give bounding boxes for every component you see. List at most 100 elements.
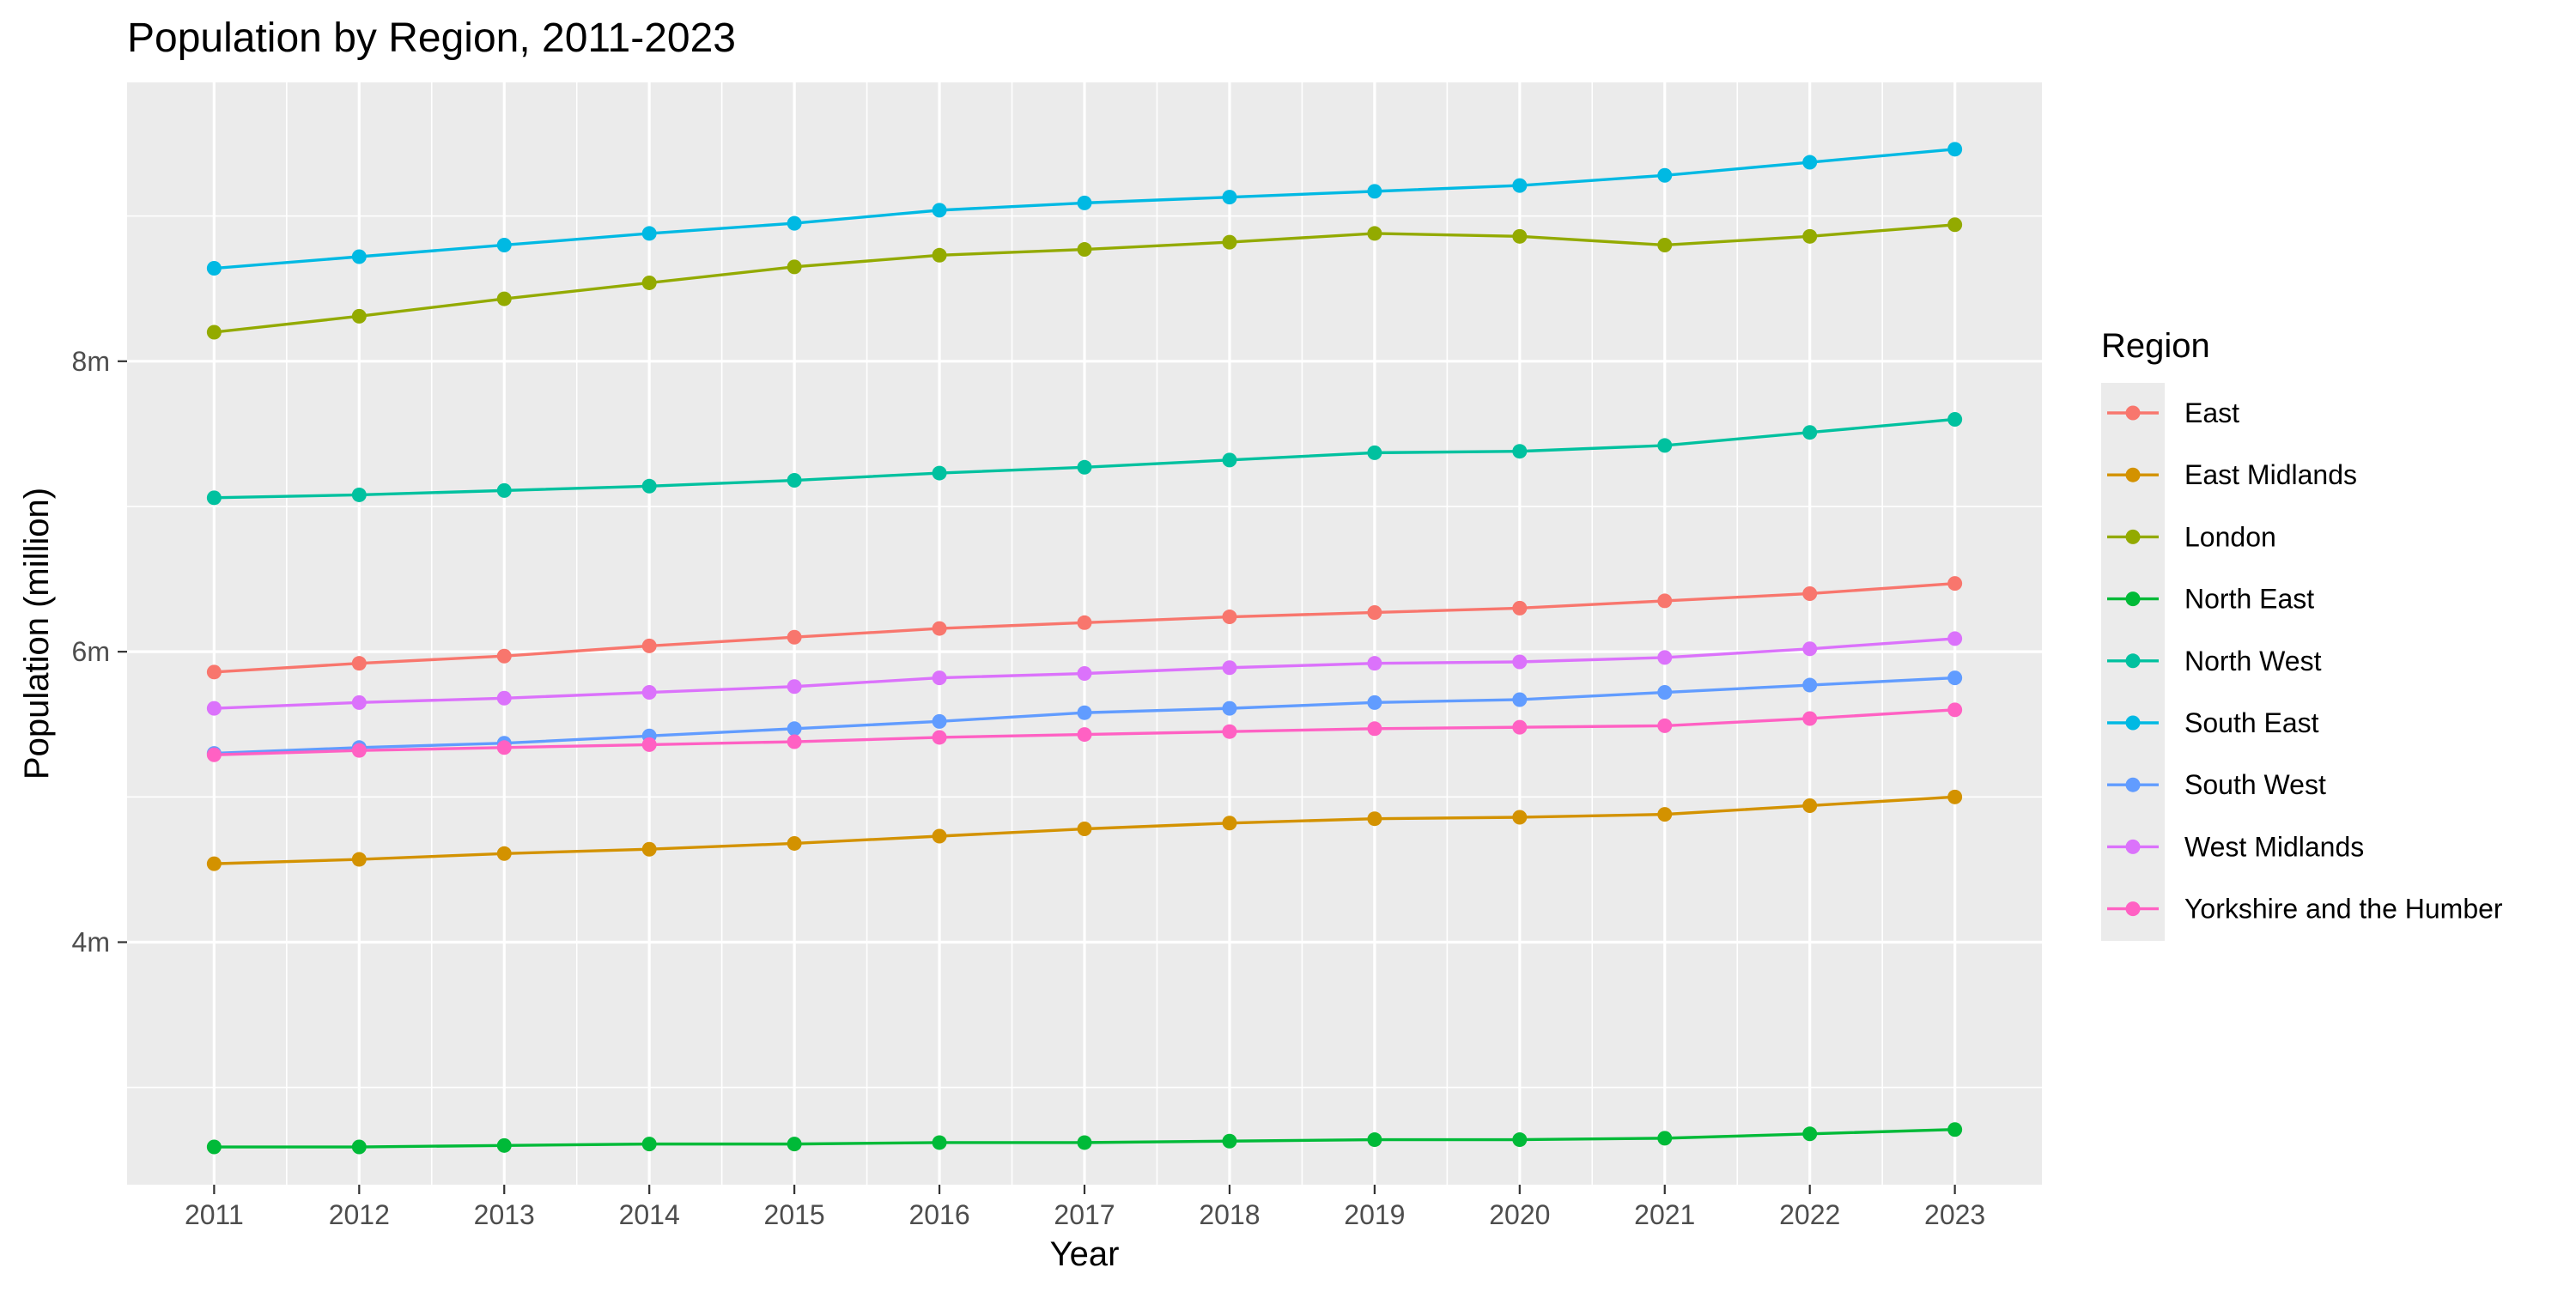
data-point [1222,610,1237,625]
data-point [1077,242,1092,258]
y-tick-label: 6m [72,636,110,667]
data-point [1367,226,1382,241]
data-point [1802,711,1818,726]
data-point [351,308,367,324]
data-point [1657,650,1673,665]
legend-label: North West [2184,646,2322,676]
legend-item: East [2107,397,2239,428]
legend-key-point [2125,405,2141,421]
data-point [496,291,512,306]
y-axis: 4m 6m 8m [72,346,127,957]
data-point [206,701,222,716]
legend-item: East Midlands [2107,459,2357,490]
data-point [1657,237,1673,252]
data-point [351,487,367,502]
data-point [206,325,222,340]
data-point [932,621,947,636]
data-point [1222,452,1237,468]
legend-label: South West [2184,769,2326,800]
data-point [787,629,802,645]
data-point [1367,184,1382,199]
x-tick-label: 2019 [1344,1199,1405,1230]
data-point [1947,702,1963,718]
data-point [1657,167,1673,183]
data-point [932,713,947,729]
x-tick-label: 2021 [1634,1199,1695,1230]
legend-key-point [2125,715,2141,731]
data-point [641,638,657,653]
data-point [1077,822,1092,837]
data-point [1367,445,1382,460]
chart-title: Population by Region, 2011-2023 [127,15,736,61]
data-point [496,237,512,252]
data-point [1947,670,1963,686]
data-point [206,261,222,276]
data-point [1077,615,1092,630]
data-point [641,685,657,701]
data-point [1947,789,1963,804]
legend-label: London [2184,521,2276,552]
data-point [1367,695,1382,710]
data-point [1657,685,1673,701]
x-tick-label: 2017 [1054,1199,1115,1230]
data-point [787,679,802,695]
legend-key-point [2125,901,2141,917]
legend-item: South East [2107,707,2319,738]
data-point [351,656,367,671]
data-point [206,490,222,506]
legend-title: Region [2101,327,2210,365]
data-point [1367,811,1382,827]
legend-item: London [2107,521,2276,552]
data-point [1222,701,1237,716]
data-point [351,743,367,758]
data-point [1222,234,1237,250]
data-point [1657,807,1673,822]
legend-key-point [2125,653,2141,669]
x-tick-label: 2014 [619,1199,680,1230]
data-point [1947,217,1963,233]
legend-item: North East [2107,584,2314,615]
data-point [1077,705,1092,720]
data-point [1657,438,1673,453]
data-point [641,226,657,241]
data-point [641,275,657,290]
data-point [1802,641,1818,657]
data-point [787,1137,802,1152]
data-point [1222,190,1237,205]
data-point [787,259,802,275]
data-point [351,695,367,710]
data-point [1947,411,1963,427]
data-point [1077,666,1092,682]
data-point [932,203,947,218]
legend-item: Yorkshire and the Humber [2107,894,2503,925]
data-point [1512,654,1528,670]
legend-label: Yorkshire and the Humber [2184,894,2503,925]
data-point [1512,178,1528,193]
data-point [932,828,947,844]
data-point [351,1139,367,1155]
data-point [787,721,802,737]
data-point [932,247,947,263]
data-point [641,737,657,752]
data-point [1947,576,1963,591]
legend-key-point [2125,777,2141,792]
data-point [206,664,222,680]
legend: Region East East Midlands London North East… [2101,327,2503,941]
data-point [787,473,802,488]
data-point [206,747,222,762]
data-point [1802,677,1818,693]
data-point [206,856,222,871]
data-point [932,670,947,686]
x-tick-label: 2013 [474,1199,535,1230]
x-tick-label: 2022 [1779,1199,1840,1230]
legend-key-point [2125,467,2141,482]
data-point [1657,593,1673,609]
data-point [932,1135,947,1150]
data-point [1222,1133,1237,1149]
data-point [787,215,802,231]
data-point [1512,1132,1528,1148]
data-point [496,1137,512,1153]
x-tick-label: 2015 [764,1199,825,1230]
data-point [496,648,512,664]
